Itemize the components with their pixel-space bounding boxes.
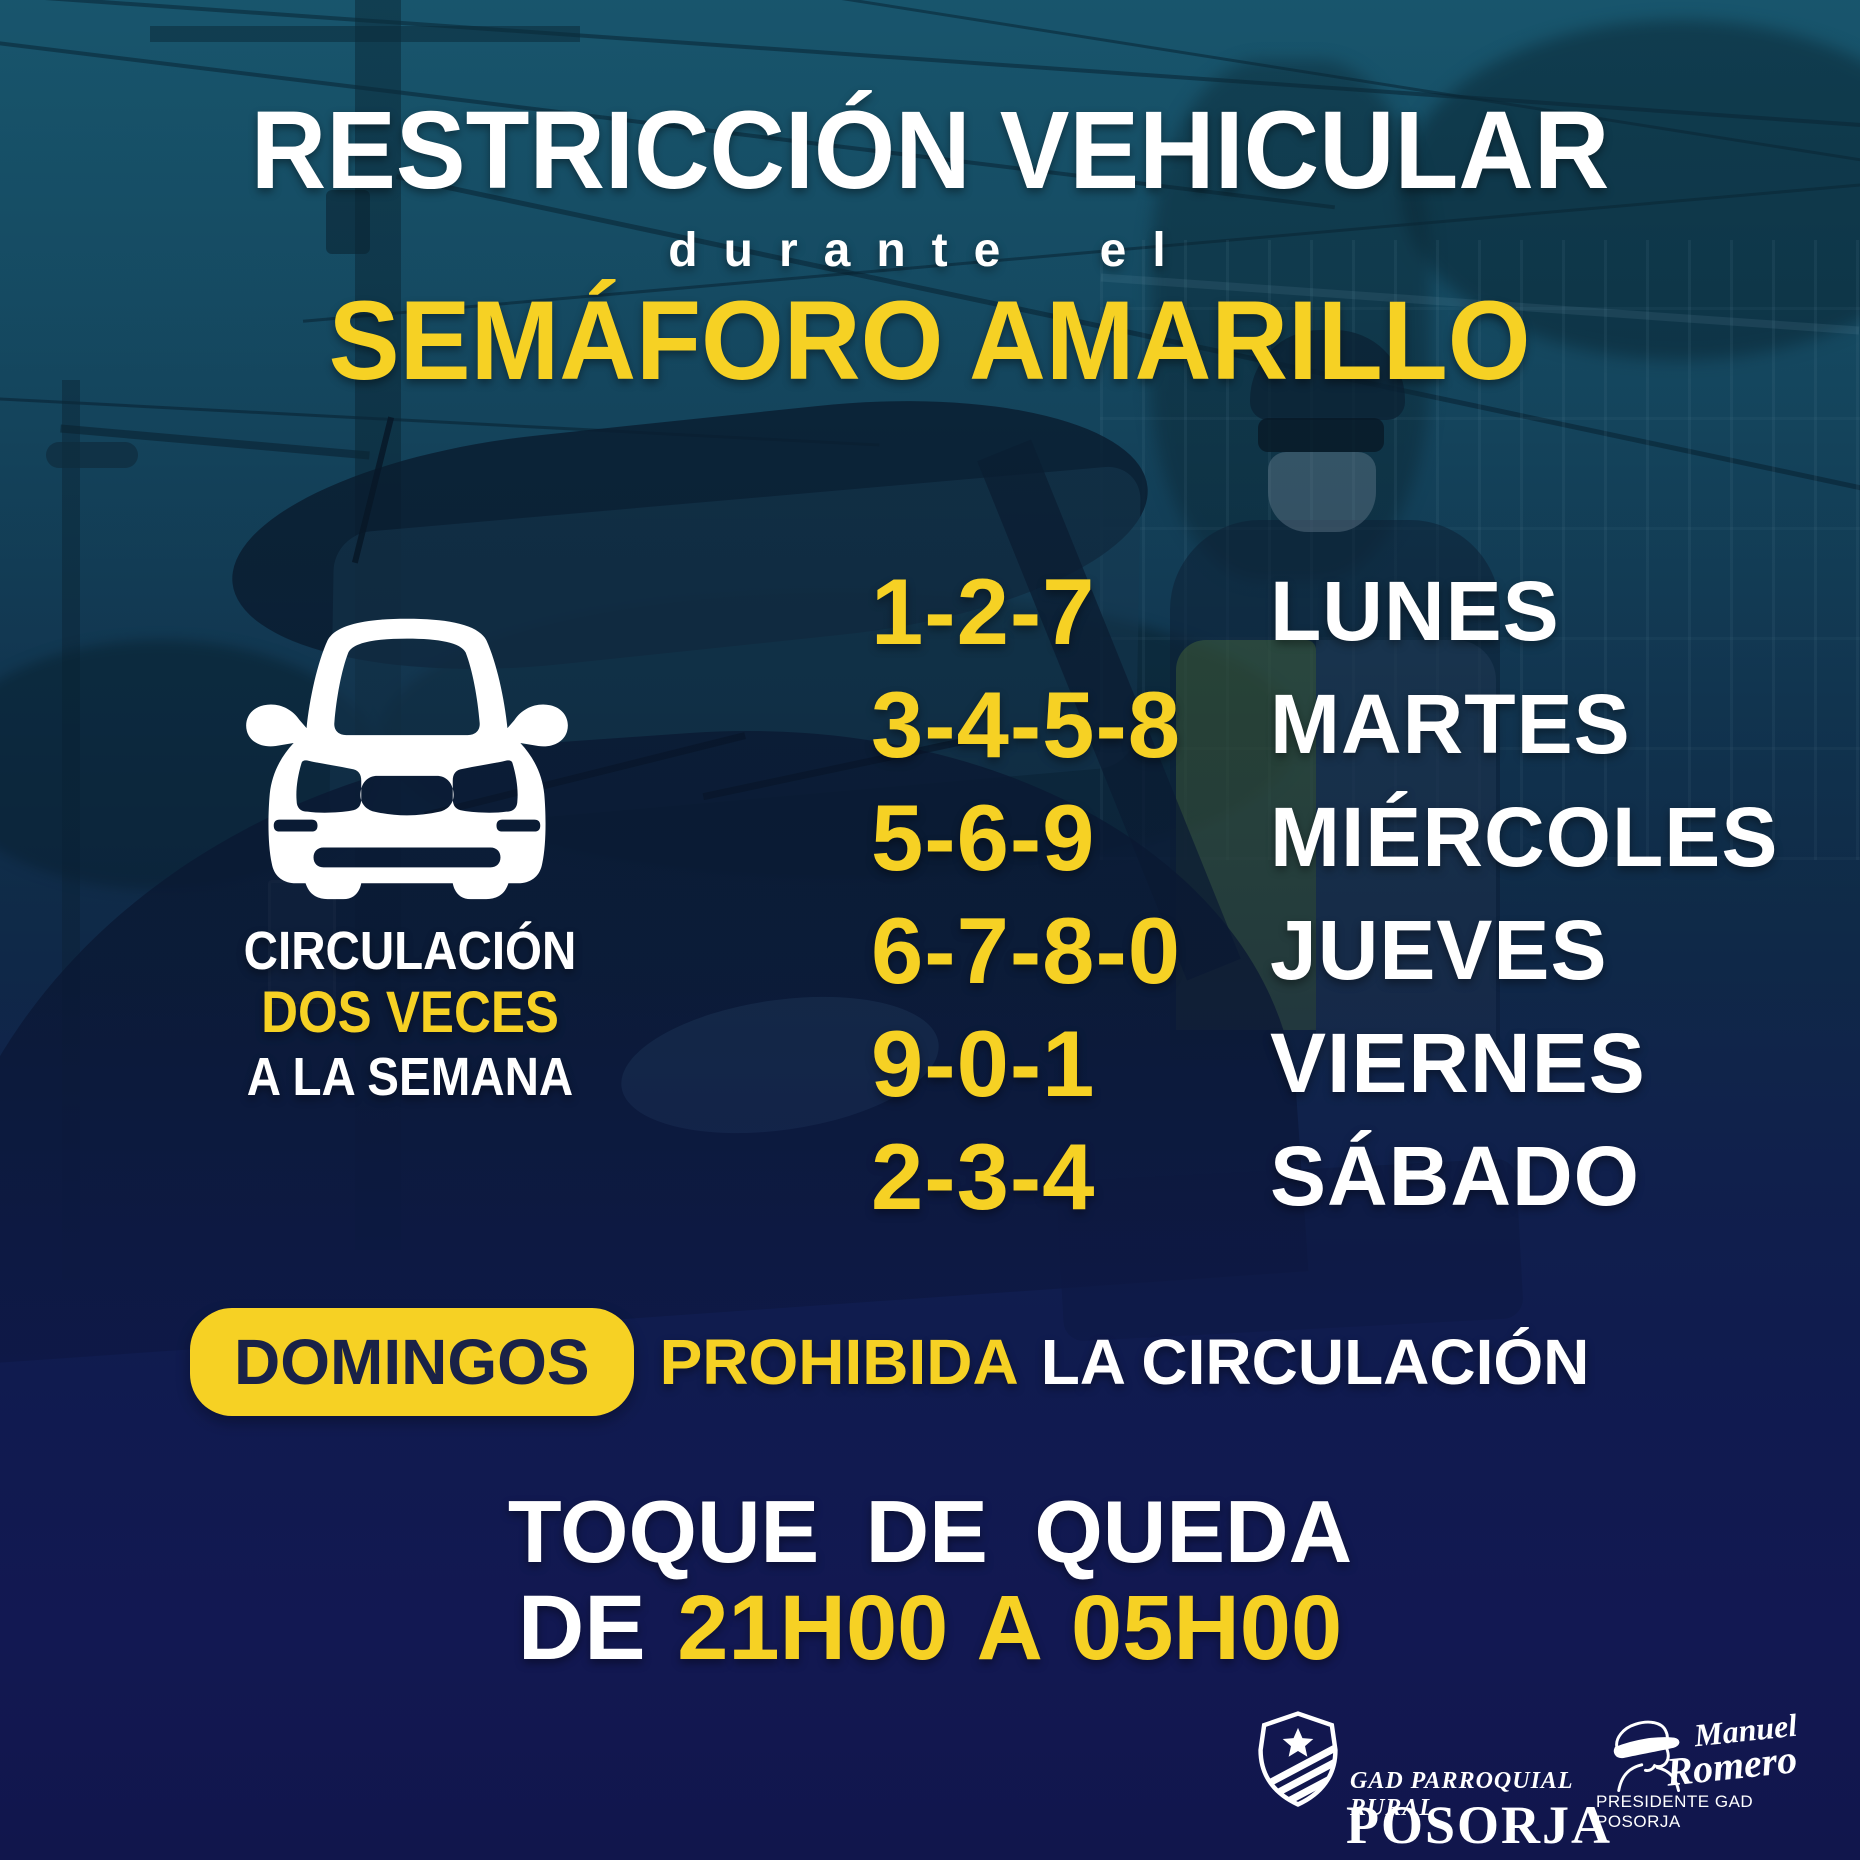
circulation-line1: CIRCULACIÓN xyxy=(243,921,577,981)
plate-digits: 6-7-8-0 xyxy=(871,897,1182,1003)
posorja-wordmark: POSORJA xyxy=(1346,1795,1613,1855)
page-title-text: RESTRICCIÓN VEHICULAR xyxy=(250,89,1610,212)
car-front-icon xyxy=(246,618,568,900)
day-label: MIÉRCOLES xyxy=(1270,790,1779,884)
curfew-hours: DE 21H00 A 05H00 xyxy=(130,1582,1730,1674)
schedule-row: 2-3-4 SÁBADO xyxy=(871,1120,1778,1233)
plate-digits: 2-3-4 xyxy=(871,1123,1096,1229)
schedule-row: 6-7-8-0 JUEVES xyxy=(871,894,1778,1007)
circulation-line3: A LA SEMANA xyxy=(246,1047,574,1107)
schedule-row: 1-2-7 LUNES xyxy=(871,555,1778,668)
sunday-rule-row: DOMINGOS PROHIBIDA LA CIRCULACIÓN xyxy=(190,1306,1589,1418)
schedule-row: 9-0-1 VIERNES xyxy=(871,1007,1778,1120)
star-icon xyxy=(1282,1727,1314,1757)
semaforo-amarillo-title: SEMÁFORO AMARILLO xyxy=(0,285,1860,397)
plate-digits: 1-2-7 xyxy=(871,558,1096,664)
man-with-hat-icon xyxy=(1613,1720,1680,1793)
curfew-hours-prefix: DE xyxy=(517,1577,646,1679)
circulation-line2: DOS VECES xyxy=(261,980,559,1045)
la-circulacion-label: LA CIRCULACIÓN xyxy=(1040,1326,1590,1398)
day-label: SÁBADO xyxy=(1270,1129,1641,1223)
day-label: LUNES xyxy=(1270,564,1560,658)
day-label: VIERNES xyxy=(1270,1016,1646,1110)
plate-digits: 5-6-9 xyxy=(871,784,1096,890)
schedule-row: 5-6-9 MIÉRCOLES xyxy=(871,781,1778,894)
curfew-hours-range: 21H00 A 05H00 xyxy=(677,1577,1343,1679)
semaforo-amarillo-text: SEMÁFORO AMARILLO xyxy=(329,278,1531,403)
gad-eyebrow-label: GAD PARROQUIAL RURAL xyxy=(1350,1768,1573,1821)
page-title: RESTRICCIÓN VEHICULAR xyxy=(0,96,1860,206)
domingos-badge: DOMINGOS xyxy=(190,1308,634,1416)
plate-digits: 3-4-5-8 xyxy=(871,671,1182,777)
prohibida-label: PROHIBIDA xyxy=(659,1326,1019,1398)
posorja-shield-icon xyxy=(1258,1711,1338,1807)
circulation-caption: CIRCULACIÓN DOS VECES A LA SEMANA xyxy=(181,924,639,1104)
schedule-row: 3-4-5-8 MARTES xyxy=(871,668,1778,781)
day-label: MARTES xyxy=(1270,677,1631,771)
subtitle: durante el xyxy=(668,224,1192,277)
plate-day-schedule: 1-2-7 LUNES 3-4-5-8 MARTES 5-6-9 MIÉRCOL… xyxy=(871,555,1778,1233)
day-label: JUEVES xyxy=(1270,903,1608,997)
president-title: PRESIDENTE GAD POSORJA xyxy=(1596,1792,1754,1831)
curfew-title: TOQUE DE QUEDA xyxy=(507,1482,1353,1581)
plate-digits: 9-0-1 xyxy=(871,1010,1096,1116)
